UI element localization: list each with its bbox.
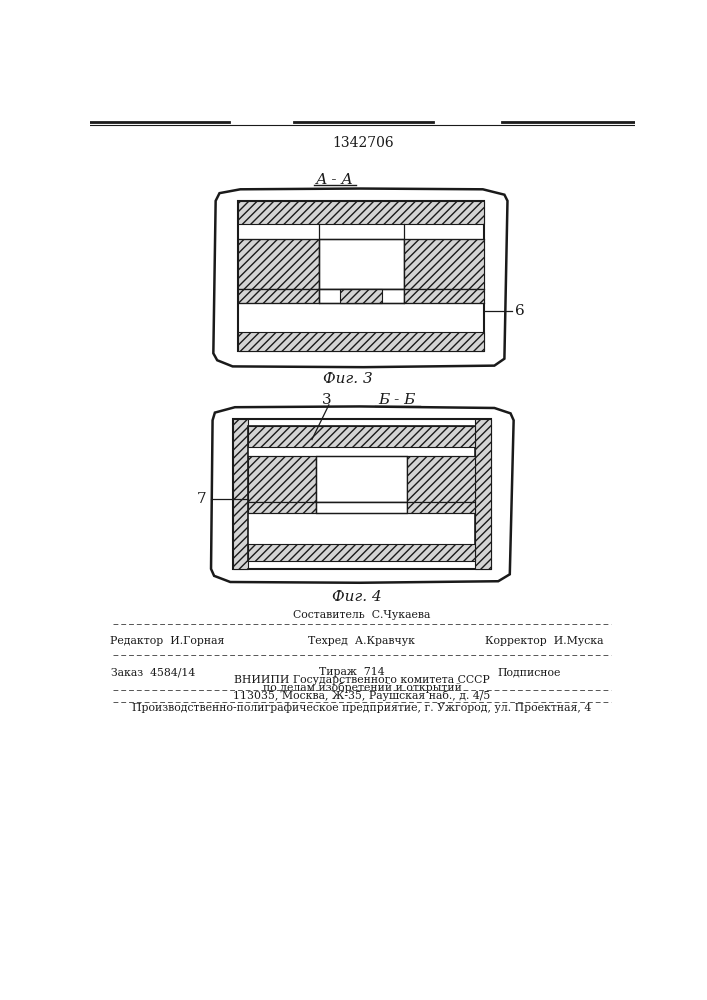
Polygon shape — [214, 189, 508, 367]
Text: Тираж  714: Тираж 714 — [319, 667, 385, 677]
Bar — [407, 502, 475, 513]
Text: Корректор  И.Муска: Корректор И.Муска — [485, 636, 604, 646]
Bar — [319, 289, 404, 303]
Text: Фиг. 4: Фиг. 4 — [332, 590, 382, 604]
Text: Б - Б: Б - Б — [378, 393, 415, 407]
Bar — [238, 201, 484, 351]
Text: Техред  А.Кравчук: Техред А.Кравчук — [308, 636, 416, 646]
Bar — [248, 544, 475, 561]
Bar — [316, 456, 407, 502]
Polygon shape — [211, 406, 514, 583]
Bar — [238, 239, 319, 289]
Text: 7: 7 — [197, 492, 206, 506]
Text: 6: 6 — [515, 304, 525, 318]
Text: Заказ  4584/14: Заказ 4584/14 — [111, 667, 195, 677]
Text: Составитель  С.Чукаева: Составитель С.Чукаева — [293, 610, 431, 620]
Bar — [404, 289, 484, 303]
Text: 1342706: 1342706 — [332, 136, 394, 150]
Text: Фиг. 3: Фиг. 3 — [323, 372, 373, 386]
Bar — [233, 419, 491, 569]
Bar — [316, 502, 407, 513]
Text: Производственно-полиграфическое предприятие, г. Ужгород, ул. Проектная, 4: Производственно-полиграфическое предприя… — [132, 702, 592, 713]
Bar — [407, 456, 475, 502]
Bar — [339, 289, 382, 303]
Text: ВНИИПИ Государственного комитета СССР: ВНИИПИ Государственного комитета СССР — [234, 675, 490, 685]
Bar — [475, 419, 491, 569]
Bar — [404, 239, 484, 289]
Bar — [319, 239, 404, 289]
Text: Редактор  И.Горная: Редактор И.Горная — [110, 636, 224, 646]
Bar — [238, 201, 484, 224]
Text: по делам изобретений и открытий: по делам изобретений и открытий — [262, 682, 462, 693]
Bar — [238, 332, 484, 351]
Bar — [233, 419, 248, 569]
Bar — [248, 456, 316, 502]
Text: 3: 3 — [322, 393, 332, 407]
Text: 113035, Москва, Ж-35, Раушская наб., д. 4/5: 113035, Москва, Ж-35, Раушская наб., д. … — [233, 690, 491, 701]
Bar — [238, 289, 319, 303]
Text: Подписное: Подписное — [497, 667, 561, 677]
Text: А - А: А - А — [316, 173, 354, 187]
Bar — [248, 426, 475, 561]
Bar — [248, 502, 316, 513]
Bar — [248, 426, 475, 447]
